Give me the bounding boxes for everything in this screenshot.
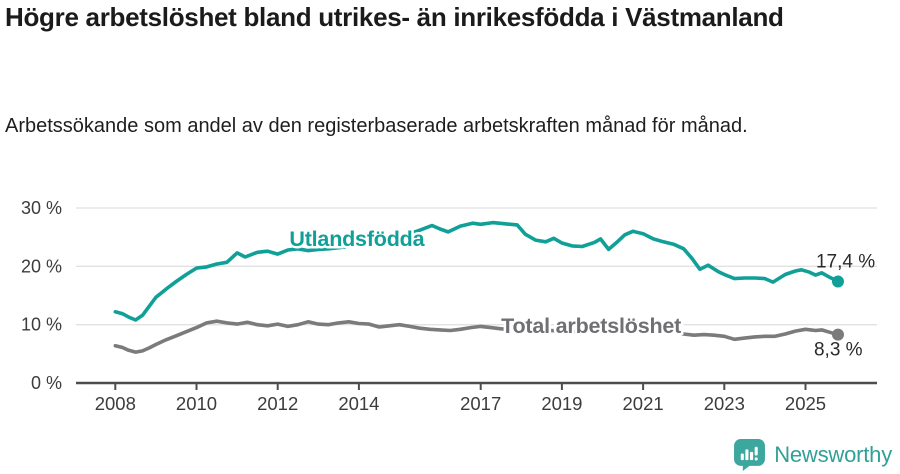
x-tick-label: 2023 (704, 393, 745, 414)
brand-name: Newsworthy (774, 442, 892, 467)
series-label-total: Total arbetslöshet (501, 314, 681, 338)
x-tick-label: 2014 (338, 393, 379, 414)
end-value-label-total: 8,3 % (814, 340, 863, 361)
series-end-dot-total (831, 328, 844, 341)
newsworthy-brand: Newsworthy (733, 438, 892, 472)
series-line-utlandsfodda (113, 220, 840, 322)
chart-title: Högre arbetslöshet bland utrikes- än inr… (5, 2, 784, 32)
x-tick-label: 2008 (95, 393, 136, 414)
x-tick-label: 2025 (785, 393, 826, 414)
y-tick-label: 10 % (21, 315, 62, 335)
series-label-utlandsfodda: Utlandsfödda (289, 227, 425, 251)
x-tick-label: 2021 (623, 393, 664, 414)
x-tick-label: 2012 (257, 393, 298, 414)
chart-subtitle: Arbetssökande som andel av den registerb… (5, 115, 748, 137)
end-value-label-utlandsfodda: 17,4 % (816, 252, 875, 273)
y-tick-label: 0 % (31, 373, 62, 393)
series-line-total (113, 319, 840, 354)
y-tick-label: 30 % (21, 198, 62, 218)
newsworthy-logo-icon (734, 439, 766, 471)
x-tick-label: 2017 (460, 393, 501, 414)
x-tick-label: 2019 (541, 393, 582, 414)
y-tick-label: 20 % (21, 256, 62, 276)
x-tick-label: 2010 (176, 393, 217, 414)
series-end-dot-utlandsfodda (831, 275, 844, 288)
chart-header: Högre arbetslöshet bland utrikes- än inr… (5, 2, 784, 137)
